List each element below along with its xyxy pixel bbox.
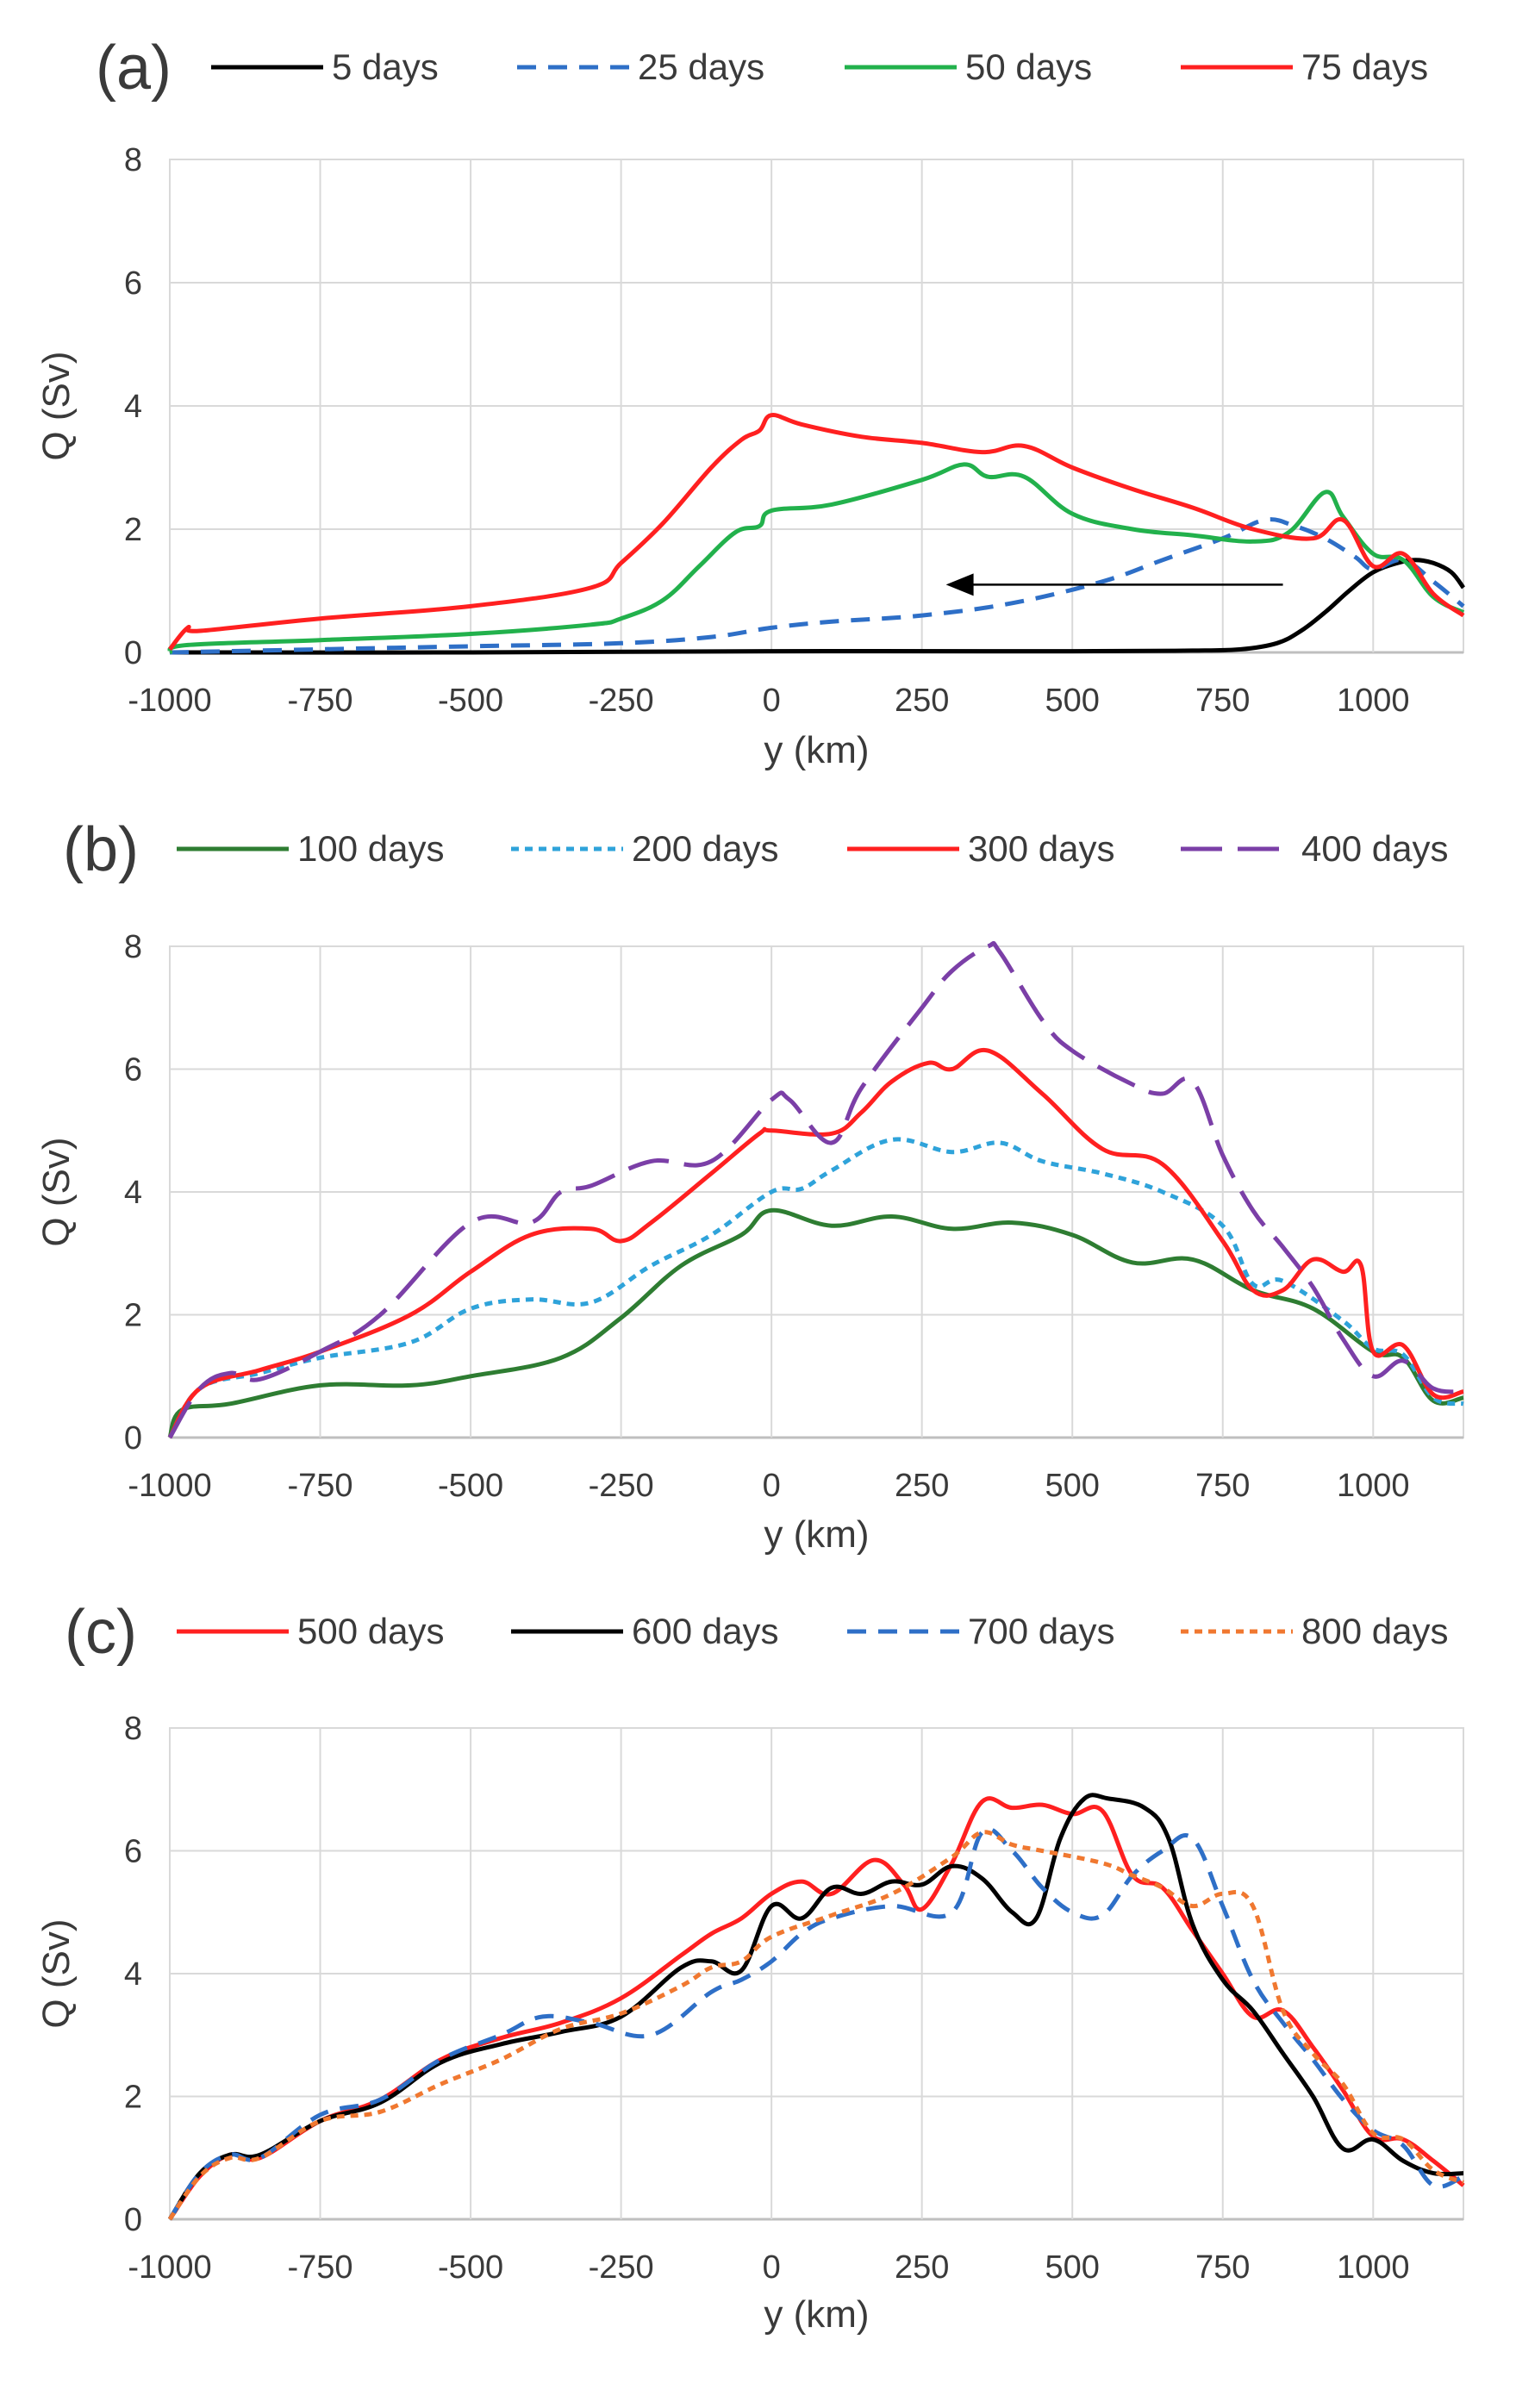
series-line-700-days	[167, 1826, 1465, 2221]
series-line-100-days	[167, 1207, 1464, 1438]
legend-label: 100 days	[297, 828, 444, 869]
y-tick-label: 4	[124, 389, 142, 425]
x-tick-label: 750	[1195, 1468, 1250, 1504]
x-tick-label: 250	[895, 1468, 949, 1504]
series-line-25-days	[169, 517, 1465, 655]
chart-panel-3: 0 2 4 6 8 -1000 -750 -500 -250 0 250 500 750 1000 y (k…	[35, 1598, 1465, 2336]
x-tick-label: -500	[438, 683, 503, 719]
x-axis-label: y (km)	[764, 2293, 869, 2336]
y-axis-label: Q (Sv)	[35, 351, 78, 460]
x-tick-label: -250	[589, 683, 654, 719]
x-tick-label: -250	[589, 1468, 654, 1504]
legend-label: 75 days	[1301, 47, 1428, 87]
x-tick-label: -1000	[128, 1468, 211, 1504]
legend-label: 800 days	[1301, 1611, 1448, 1651]
x-tick-label: -1000	[128, 683, 211, 719]
y-axis-label: Q (Sv)	[35, 1918, 78, 2028]
y-tick-label: 0	[124, 635, 142, 671]
annotation-arrow-head	[945, 573, 974, 596]
series-line-75-days	[168, 413, 1465, 652]
x-tick-label: -250	[589, 2249, 654, 2286]
x-tick-label: 500	[1045, 1468, 1100, 1504]
x-tick-label: 0	[763, 2249, 781, 2286]
x-tick-label: 0	[763, 1468, 781, 1504]
y-tick-label: 6	[124, 265, 142, 302]
x-tick-label: -500	[438, 2249, 503, 2286]
y-tick-label: 0	[124, 2202, 142, 2238]
x-tick-label: 250	[895, 683, 949, 719]
y-tick-label: 4	[124, 1956, 142, 1993]
legend-label: 700 days	[968, 1611, 1114, 1651]
x-tick-label: 500	[1045, 2249, 1100, 2286]
series-line-400-days	[167, 940, 1464, 1439]
x-tick-label: 1000	[1337, 2249, 1410, 2286]
x-tick-label: -750	[288, 1468, 353, 1504]
legend-label: 25 days	[638, 47, 764, 87]
y-tick-label: 6	[124, 1834, 142, 1870]
y-tick-label: 0	[124, 1420, 142, 1457]
x-axis-label: y (km)	[764, 729, 869, 771]
chart-panel-1: 0 2 4 6 8 -1000 -750 -500 -250 0 250 500 750 1000 y (k…	[35, 34, 1466, 771]
panel-label: (b)	[63, 815, 139, 884]
y-tick-label: 2	[124, 1298, 142, 1334]
series-line-50-days	[167, 462, 1465, 655]
series-line-600-days	[167, 1793, 1464, 2221]
legend-label: 200 days	[632, 828, 778, 869]
y-tick-label: 8	[124, 1711, 142, 1747]
x-tick-label: 750	[1195, 2249, 1250, 2286]
x-axis-label: y (km)	[764, 1513, 869, 1556]
legend-label: 5 days	[332, 47, 439, 87]
series-line-500-days	[167, 1796, 1465, 2221]
y-tick-label: 2	[124, 512, 142, 548]
x-tick-label: 750	[1195, 683, 1250, 719]
legend-label: 400 days	[1301, 828, 1448, 869]
y-tick-label: 2	[124, 2080, 142, 2116]
series-line-300-days	[167, 1047, 1464, 1439]
x-tick-label: -1000	[128, 2249, 211, 2286]
chart-panel-2: 0 2 4 6 8 -1000 -750 -500 -250 0 250 500 750 1000 y (k…	[35, 815, 1464, 1556]
x-tick-label: 0	[763, 683, 781, 719]
x-tick-label: -500	[438, 1468, 503, 1504]
y-tick-label: 8	[124, 929, 142, 965]
legend-label: 600 days	[632, 1611, 778, 1651]
series-line-200-days	[167, 1137, 1464, 1439]
series-line-800-days	[167, 1830, 1464, 2221]
x-tick-label: -750	[288, 2249, 353, 2286]
panel-label: (a)	[96, 34, 172, 103]
x-tick-label: 1000	[1337, 683, 1410, 719]
y-tick-label: 8	[124, 142, 142, 178]
legend-label: 300 days	[968, 828, 1114, 869]
x-tick-label: 1000	[1337, 1468, 1410, 1504]
x-tick-label: 250	[895, 2249, 949, 2286]
y-tick-label: 6	[124, 1052, 142, 1089]
y-tick-label: 4	[124, 1175, 142, 1211]
x-tick-label: -750	[288, 683, 353, 719]
series-line-5-days	[169, 558, 1466, 655]
legend-label: 500 days	[297, 1611, 444, 1651]
legend-label: 50 days	[965, 47, 1092, 87]
panel-label: (c)	[65, 1598, 137, 1667]
x-tick-label: 500	[1045, 683, 1100, 719]
y-axis-label: Q (Sv)	[35, 1137, 78, 1246]
